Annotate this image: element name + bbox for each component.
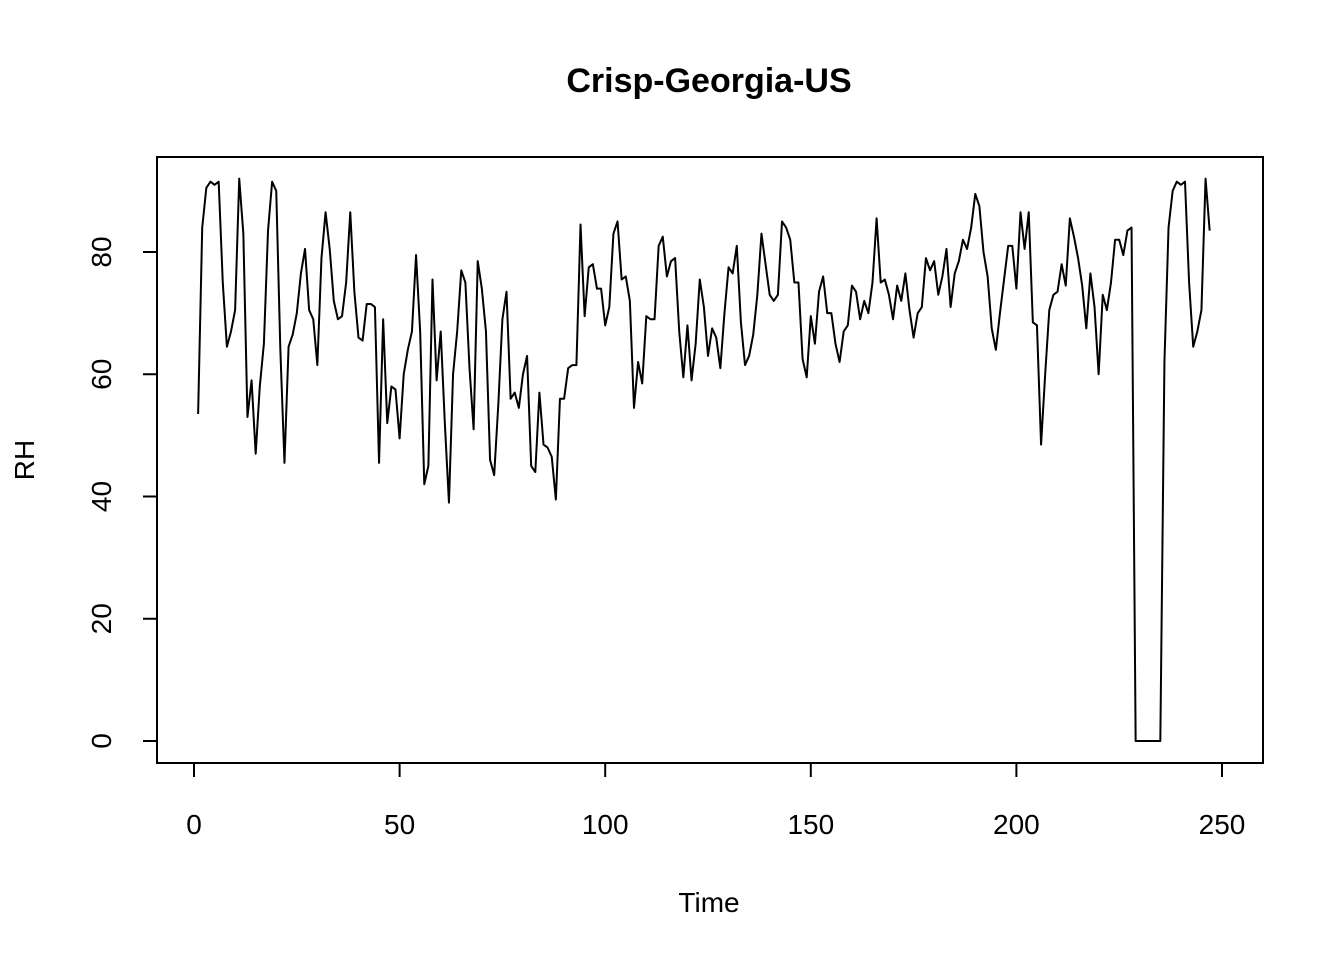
x-axis: 0 50 100 150 200 250 xyxy=(186,762,1246,840)
rh-series-line xyxy=(197,177,1211,742)
x-tick-label: 100 xyxy=(582,809,629,840)
y-tick-label: 80 xyxy=(86,236,117,267)
x-axis-label: Time xyxy=(678,887,739,918)
y-tick-label: 60 xyxy=(86,359,117,390)
x-tick-label: 150 xyxy=(787,809,834,840)
y-axis-label: RH xyxy=(9,440,40,480)
y-tick-label: 0 xyxy=(86,733,117,749)
y-tick-label: 40 xyxy=(86,481,117,512)
x-tick-label: 200 xyxy=(993,809,1040,840)
y-tick-label: 20 xyxy=(86,603,117,634)
y-axis: 0 20 40 60 80 xyxy=(86,236,158,749)
chart-title: Crisp-Georgia-US xyxy=(566,62,851,100)
x-tick-label: 50 xyxy=(384,809,415,840)
x-tick-label: 250 xyxy=(1199,809,1246,840)
x-tick-label: 0 xyxy=(186,809,202,840)
